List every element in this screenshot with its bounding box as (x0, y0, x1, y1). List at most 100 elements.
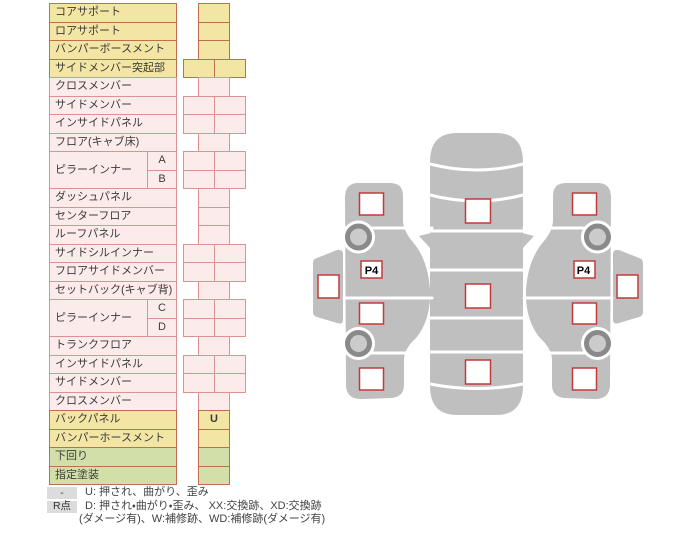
row-label: ダッシュパネル (49, 188, 177, 208)
check-cell[interactable] (198, 3, 230, 23)
row-label: サイドメンバー (49, 373, 177, 393)
check-cell[interactable] (198, 77, 230, 97)
check-cell[interactable] (183, 299, 215, 319)
p4-label-right: P4 (577, 265, 591, 277)
check-square-wedge[interactable] (616, 274, 639, 299)
p4-label-left: P4 (365, 265, 379, 277)
wheel-hub-icon (589, 335, 606, 352)
check-cell[interactable] (198, 21, 230, 41)
check-square-top-center[interactable] (464, 283, 492, 309)
row-label: トランクフロア (49, 336, 177, 356)
row-label: サイドシルインナー (49, 243, 177, 263)
check-cell[interactable] (198, 40, 230, 60)
legend: - U: 押され、曲がり、歪み R点 D: 押され・曲がり・歪み、 XX:交換跡… (47, 486, 325, 527)
row-label: フロア(キャブ床) (49, 132, 177, 152)
row-sublabel: A (147, 151, 177, 171)
check-cell[interactable] (214, 95, 246, 115)
car-side-view-right (522, 183, 643, 400)
car-top-body (430, 133, 523, 415)
row-sublabel: C (147, 299, 177, 319)
car-side-view-left (313, 183, 434, 400)
wheel-hub-icon (350, 228, 367, 246)
car-top-view (419, 133, 534, 415)
check-cell[interactable] (214, 262, 246, 282)
row-label: セットバック(キャブ背) (49, 280, 177, 300)
check-square-side-mid[interactable] (571, 302, 598, 325)
check-cell[interactable] (198, 465, 230, 485)
check-square-top-rear[interactable] (464, 359, 492, 385)
wheel-hub-icon (589, 228, 606, 246)
check-square-top-front[interactable] (464, 198, 492, 224)
check-cell[interactable] (214, 58, 246, 78)
check-cell[interactable] (214, 114, 246, 134)
car-side-body (345, 183, 431, 400)
check-cell[interactable] (183, 95, 215, 115)
check-cell[interactable] (183, 58, 215, 78)
legend-text-u: U: 押され、曲がり、歪み (85, 486, 209, 498)
row-label: ロアサポート (49, 21, 177, 41)
check-cell[interactable] (214, 354, 246, 374)
mirror-right-icon (522, 233, 534, 249)
check-cell[interactable] (183, 373, 215, 393)
check-square-side-front[interactable] (358, 192, 385, 216)
legend-badge-rten: R点 (47, 500, 77, 513)
legend-row-r2: (ダメージ有)、W:補修跡、WD:補修跡(ダメージ有) (47, 513, 325, 527)
check-cell[interactable] (198, 391, 230, 411)
check-cell[interactable] (198, 447, 230, 467)
car-side-body (525, 183, 611, 400)
check-cell[interactable] (183, 151, 215, 171)
row-label: センターフロア (49, 206, 177, 226)
p4-marker[interactable] (573, 260, 596, 279)
row-label: 指定塗装 (49, 465, 177, 485)
check-cell[interactable] (198, 132, 230, 152)
check-cell[interactable] (198, 188, 230, 208)
check-cell[interactable] (198, 336, 230, 356)
check-cell[interactable] (198, 428, 230, 448)
check-cell[interactable] (183, 354, 215, 374)
check-cell[interactable] (198, 225, 230, 245)
legend-text-r: D: 押され・曲がり・歪み、 XX:交換跡、XD:交換跡 (85, 499, 322, 512)
check-square-side-front[interactable] (571, 192, 598, 216)
legend-badge-dash: - (47, 487, 77, 499)
check-cell[interactable] (214, 243, 246, 263)
row-label: クロスメンバー (49, 77, 177, 97)
legend-row-r: R点 D: 押され・曲がり・歪み、 XX:交換跡、XD:交換跡 (47, 500, 325, 514)
check-cell[interactable] (198, 280, 230, 300)
check-square-wedge[interactable] (317, 274, 340, 299)
check-cell[interactable] (214, 169, 246, 189)
legend-text-r-cont: (ダメージ有)、W:補修跡、WD:補修跡(ダメージ有) (79, 513, 326, 525)
row-label: サイドメンバー (49, 95, 177, 115)
row-label: サイドメンバー突起部 (49, 58, 177, 78)
wheel-hub-icon (350, 335, 367, 352)
check-cell[interactable]: U (198, 410, 230, 430)
check-cell[interactable] (214, 373, 246, 393)
check-cell[interactable] (214, 299, 246, 319)
check-square-side-rear[interactable] (571, 367, 598, 391)
parts-table: コアサポート ロアサポート バンパーボースメント サイドメンバー突起部 クロスメンバーサ… (49, 3, 249, 486)
row-label: ルーフパネル (49, 225, 177, 245)
check-cell[interactable] (214, 151, 246, 171)
check-cell[interactable] (183, 262, 215, 282)
legend-row-u: - U: 押され、曲がり、歪み (47, 486, 325, 500)
row-label: インサイドパネル (49, 114, 177, 134)
row-label: バンパーボースメント (49, 40, 177, 60)
check-cell[interactable] (198, 206, 230, 226)
row-label: 下回り (49, 447, 177, 467)
check-cell[interactable] (183, 317, 215, 337)
row-label: バックパネル (49, 410, 177, 430)
check-square-side-mid[interactable] (358, 302, 385, 325)
check-cell[interactable] (183, 114, 215, 134)
car-diagram: P4 P4 (313, 133, 643, 415)
check-cell[interactable] (183, 243, 215, 263)
check-cell[interactable] (214, 317, 246, 337)
row-label: ピラーインナー (49, 299, 148, 337)
check-square-side-rear[interactable] (358, 367, 385, 391)
row-label: コアサポート (49, 3, 177, 23)
mirror-left-icon (419, 233, 431, 249)
row-label: クロスメンバー (49, 391, 177, 411)
p4-marker[interactable] (360, 260, 383, 279)
check-cell[interactable] (183, 169, 215, 189)
row-label: バンパーホースメント (49, 428, 177, 448)
row-label: ピラーインナー (49, 151, 148, 189)
